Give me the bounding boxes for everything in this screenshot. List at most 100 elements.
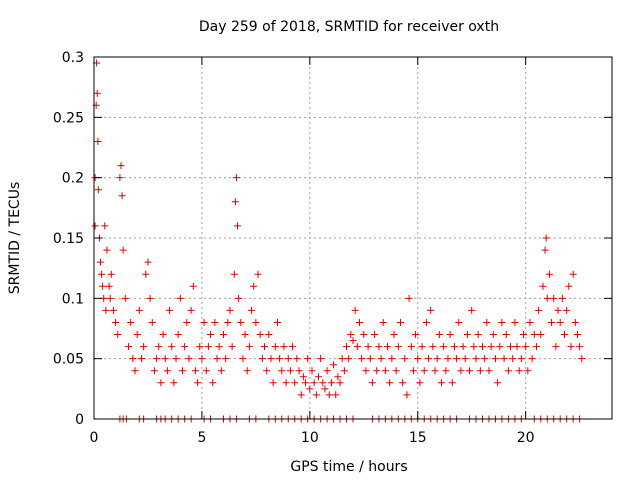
data-point <box>245 343 253 351</box>
data-point <box>299 373 307 381</box>
data-point <box>373 367 381 375</box>
data-point <box>418 343 426 351</box>
data-point <box>425 355 433 363</box>
data-point <box>368 379 376 387</box>
data-point <box>360 331 368 339</box>
data-point <box>295 367 303 375</box>
data-point <box>263 367 271 375</box>
data-point <box>401 355 409 363</box>
data-point <box>267 355 275 363</box>
data-point <box>314 373 322 381</box>
data-point <box>202 367 210 375</box>
data-point <box>433 355 441 363</box>
data-point <box>102 306 110 314</box>
x-tick-label: 20 <box>517 430 535 446</box>
data-point <box>412 331 420 339</box>
data-point <box>440 343 448 351</box>
data-point <box>509 355 517 363</box>
data-point <box>129 355 137 363</box>
data-point <box>302 379 310 387</box>
y-tick-label: 0.05 <box>53 352 84 368</box>
data-point <box>556 318 564 326</box>
data-point <box>109 306 117 314</box>
data-point <box>127 318 135 326</box>
data-point <box>330 361 338 369</box>
data-point <box>241 331 249 339</box>
data-point <box>375 343 383 351</box>
data-point <box>334 373 342 381</box>
data-point <box>416 379 424 387</box>
data-point <box>442 367 450 375</box>
data-point <box>150 367 158 375</box>
data-point <box>483 318 491 326</box>
data-point <box>394 343 402 351</box>
data-point <box>226 306 234 314</box>
data-point <box>470 343 478 351</box>
data-point <box>571 318 579 326</box>
data-point <box>217 367 225 375</box>
data-point <box>513 343 521 351</box>
x-tick-label: 0 <box>90 430 99 446</box>
data-point <box>144 258 152 266</box>
data-point <box>213 355 221 363</box>
data-point <box>239 355 247 363</box>
data-point <box>308 367 316 375</box>
data-point <box>131 367 139 375</box>
data-point <box>276 355 284 363</box>
data-point <box>321 385 329 393</box>
y-tick-label: 0 <box>75 412 84 428</box>
data-point <box>396 318 404 326</box>
data-point <box>481 355 489 363</box>
data-point <box>437 379 445 387</box>
data-point <box>112 318 120 326</box>
data-point <box>355 318 363 326</box>
y-tick-label: 0.15 <box>53 231 84 247</box>
data-point <box>463 331 471 339</box>
data-point <box>286 367 294 375</box>
data-point <box>429 343 437 351</box>
data-point <box>366 355 374 363</box>
data-point <box>532 343 540 351</box>
data-point <box>511 318 519 326</box>
data-point <box>545 270 553 278</box>
data-point <box>191 367 199 375</box>
data-point <box>565 282 573 290</box>
data-point <box>541 246 549 254</box>
data-point <box>325 391 333 399</box>
data-point <box>420 367 428 375</box>
data-point <box>91 222 99 230</box>
data-point <box>358 355 366 363</box>
data-point <box>349 337 357 345</box>
chart-title: Day 259 of 2018, SRMTID for receiver oxt… <box>199 19 499 35</box>
data-point <box>332 391 340 399</box>
data-point <box>446 331 454 339</box>
data-point <box>530 331 538 339</box>
data-point <box>343 343 351 351</box>
data-point <box>207 331 215 339</box>
data-point <box>170 379 178 387</box>
data-point <box>459 343 467 351</box>
data-point <box>196 343 204 351</box>
data-point <box>517 355 525 363</box>
data-point <box>176 294 184 302</box>
data-point <box>351 306 359 314</box>
data-point <box>107 270 115 278</box>
data-point <box>554 306 562 314</box>
data-point <box>189 282 197 290</box>
data-point <box>161 355 169 363</box>
data-point <box>181 343 189 351</box>
data-point <box>248 306 256 314</box>
data-point <box>284 355 292 363</box>
data-point <box>185 355 193 363</box>
data-point <box>137 355 145 363</box>
data-point <box>178 367 186 375</box>
data-point <box>94 186 102 194</box>
data-point <box>504 367 512 375</box>
data-point <box>140 343 148 351</box>
data-point <box>265 331 273 339</box>
data-point <box>476 367 484 375</box>
data-point <box>422 318 430 326</box>
data-point <box>362 367 370 375</box>
data-point <box>280 343 288 351</box>
data-point <box>427 306 435 314</box>
